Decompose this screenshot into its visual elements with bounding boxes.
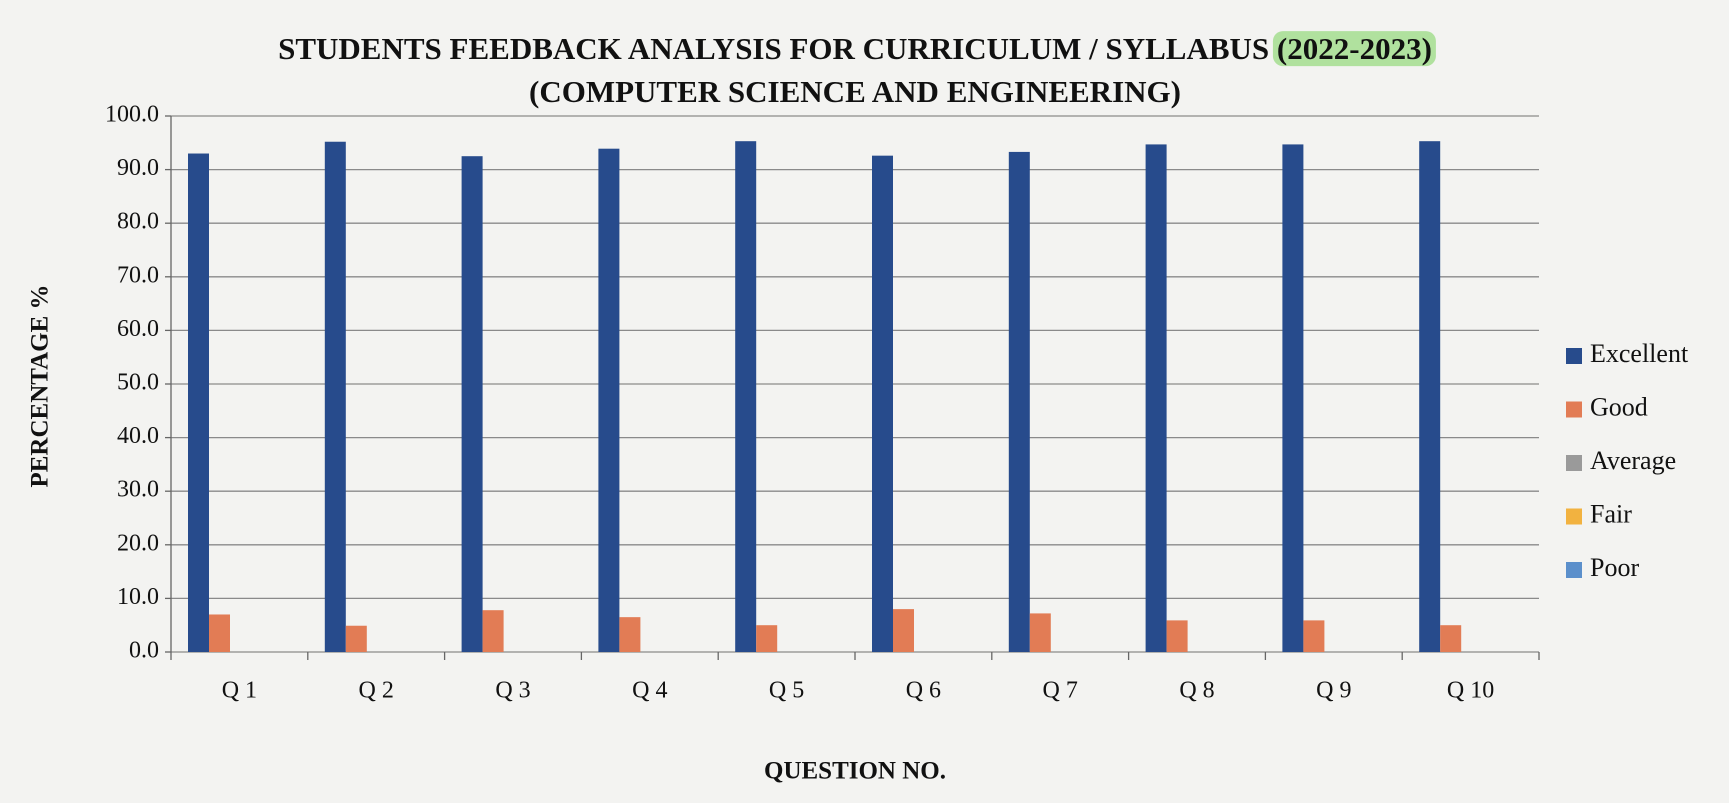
legend-label: Poor <box>1590 553 1639 582</box>
bar <box>1166 620 1188 652</box>
bar <box>1282 144 1304 652</box>
bar <box>1145 144 1167 652</box>
y-axis-title: PERCENTAGE % <box>27 284 54 487</box>
bar <box>872 155 893 652</box>
bar <box>1303 620 1325 652</box>
x-tick-label: Q 2 <box>359 678 394 704</box>
bar <box>1440 625 1462 652</box>
legend-label: Excellent <box>1590 339 1689 368</box>
bar <box>209 614 230 652</box>
legend-label: Good <box>1590 392 1648 421</box>
y-tick-label: 100.0 <box>105 102 159 128</box>
legend-label: Fair <box>1590 499 1632 528</box>
chart-title: STUDENTS FEEDBACK ANALYSIS FOR CURRICULU… <box>278 31 1432 66</box>
bar <box>735 141 757 652</box>
y-tick-label: 30.0 <box>117 477 159 503</box>
x-tick-label: Q 4 <box>632 678 667 704</box>
y-tick-label: 10.0 <box>117 584 159 610</box>
y-tick-label: 70.0 <box>117 262 159 288</box>
bar <box>188 153 209 652</box>
x-tick-label: Q 9 <box>1316 678 1351 704</box>
bar <box>619 617 641 652</box>
x-tick-label: Q 6 <box>906 678 941 704</box>
x-tick-label: Q 3 <box>495 678 530 704</box>
bar <box>461 156 483 652</box>
x-tick-label: Q 5 <box>769 678 804 704</box>
bar <box>756 625 778 652</box>
legend-swatch <box>1566 562 1582 578</box>
legend-swatch <box>1566 348 1582 364</box>
bar <box>324 141 346 652</box>
legend-swatch <box>1566 401 1582 418</box>
x-tick-label: Q 7 <box>1043 678 1078 704</box>
bar <box>893 609 914 652</box>
y-tick-label: 80.0 <box>117 209 159 235</box>
y-tick-label: 50.0 <box>117 370 159 396</box>
legend-label: Average <box>1590 446 1676 475</box>
bar <box>598 148 620 653</box>
x-tick-label: Q 8 <box>1179 678 1214 704</box>
y-tick-label: 90.0 <box>117 155 159 181</box>
legend-swatch <box>1566 508 1582 525</box>
highlight <box>1272 31 1436 67</box>
chart-subtitle: (COMPUTER SCIENCE AND ENGINEERING) <box>529 74 1181 109</box>
legend-swatch <box>1566 455 1582 471</box>
bar <box>1419 141 1441 652</box>
bar <box>482 610 504 652</box>
bar <box>1029 613 1051 652</box>
x-tick-label: Q 1 <box>222 678 257 704</box>
y-tick-label: 40.0 <box>117 423 159 449</box>
y-tick-label: 0.0 <box>129 638 159 664</box>
bar <box>1008 151 1030 653</box>
x-tick-label: Q 10 <box>1447 678 1494 704</box>
y-tick-label: 60.0 <box>117 316 159 342</box>
bar <box>345 625 367 652</box>
x-axis-title: QUESTION NO. <box>764 758 946 785</box>
y-tick-label: 20.0 <box>117 530 159 556</box>
